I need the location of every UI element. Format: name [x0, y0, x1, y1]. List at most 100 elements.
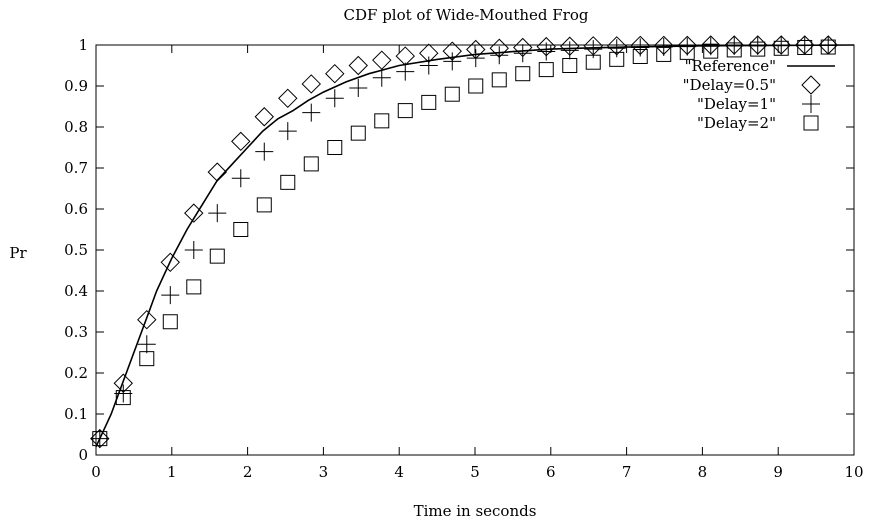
square-point — [632, 48, 648, 64]
plus-point — [490, 46, 509, 65]
square-point — [703, 43, 719, 59]
square-point — [609, 51, 625, 67]
plus-point — [419, 56, 438, 75]
plus-point — [114, 384, 133, 403]
plus-point — [513, 44, 532, 63]
diamond-point — [184, 203, 204, 223]
plus-point — [396, 62, 415, 81]
plus-point — [231, 169, 250, 188]
square-point — [491, 72, 507, 88]
plus-point — [278, 122, 297, 141]
legend-label: "Delay=2" — [697, 114, 776, 132]
plus-point — [372, 68, 391, 87]
y-tick-label: 0 — [78, 446, 88, 464]
square-point — [256, 197, 272, 213]
y-tick-label: 0.3 — [64, 323, 88, 341]
y-tick-label: 0.6 — [64, 200, 88, 218]
plus-point — [302, 103, 321, 122]
plus-point — [560, 41, 579, 60]
square-point — [92, 431, 108, 447]
legend-label: "Delay=0.5" — [683, 76, 776, 94]
square-point — [797, 39, 813, 55]
series-square — [92, 39, 836, 447]
axis-ticks: 0 1 2 3 4 5 6 7 8 9 10 0 0.1 0.2 0.3 0.4 0.5 0.6 0.7 0.8 0.9… — [64, 36, 863, 481]
diamond-point — [348, 55, 368, 76]
diamond-point — [301, 74, 321, 94]
x-tick-label: 5 — [470, 463, 480, 481]
plus-point — [701, 37, 720, 56]
diamond-point — [254, 107, 274, 127]
x-tick-label: 1 — [167, 463, 177, 481]
x-axis-label: Time in seconds — [414, 502, 537, 520]
x-tick-label: 4 — [394, 463, 404, 481]
y-tick-label: 0.8 — [64, 118, 88, 136]
square-point — [421, 94, 437, 110]
square-point — [773, 40, 789, 56]
y-tick-label: 0.5 — [64, 241, 88, 259]
square-point — [444, 86, 460, 102]
square-point — [115, 390, 131, 406]
series-layer — [90, 35, 855, 449]
diamond-point — [325, 63, 345, 84]
x-tick-label: 7 — [622, 463, 632, 481]
square-point — [820, 39, 836, 55]
x-tick-label: 9 — [773, 463, 783, 481]
plus-point — [208, 204, 227, 223]
y-tick-label: 0.1 — [64, 405, 88, 423]
diamond-point — [160, 252, 180, 273]
square-point — [656, 46, 672, 62]
x-tick-label: 8 — [698, 463, 708, 481]
square-point — [233, 222, 249, 237]
diamond-point — [278, 88, 298, 109]
y-axis-label: Pr — [9, 244, 27, 262]
square-point — [750, 41, 766, 57]
legend-label: "Delay=1" — [697, 95, 776, 113]
plus-point — [137, 335, 156, 354]
square-point — [350, 125, 366, 141]
y-tick-label: 0.7 — [64, 159, 88, 177]
plus-point — [631, 38, 650, 57]
square-point — [186, 279, 202, 295]
y-tick-label: 0.9 — [64, 77, 88, 95]
square-point — [726, 42, 742, 58]
square-point — [327, 140, 343, 155]
y-tick-label: 0.4 — [64, 282, 88, 300]
square-point — [209, 248, 225, 264]
x-tick-label: 10 — [844, 463, 863, 481]
x-tick-label: 2 — [243, 463, 253, 481]
square-point — [538, 62, 554, 78]
square-point — [162, 314, 178, 330]
legend: "Reference""Delay=0.5""Delay=1""Delay=2" — [683, 57, 835, 132]
square-point — [139, 351, 155, 367]
legend-plus-swatch — [802, 95, 820, 113]
y-tick-label: 1 — [78, 36, 88, 54]
reference-line — [95, 44, 855, 448]
y-tick-label: 0.2 — [64, 364, 88, 382]
plus-point — [90, 429, 109, 448]
square-point — [374, 113, 390, 129]
diamond-point — [372, 50, 392, 70]
plus-point — [795, 36, 814, 55]
plus-point — [443, 52, 462, 71]
diamond-point — [231, 131, 251, 152]
plus-point — [325, 89, 344, 108]
legend-label: "Reference" — [685, 57, 776, 75]
plus-point — [678, 37, 697, 56]
square-point — [515, 66, 531, 82]
plus-point — [537, 42, 556, 61]
plus-point — [349, 79, 368, 98]
diamond-point — [207, 162, 227, 182]
square-point — [303, 156, 319, 172]
x-tick-label: 3 — [319, 463, 329, 481]
plus-point — [466, 49, 485, 68]
square-point — [585, 54, 601, 70]
diamond-point — [137, 309, 157, 330]
plus-point — [255, 142, 274, 161]
chart-title: CDF plot of Wide-Mouthed Frog — [344, 6, 589, 24]
plus-point — [772, 36, 791, 55]
plus-point — [725, 36, 744, 55]
square-point — [468, 78, 484, 94]
series-reference — [95, 44, 855, 448]
